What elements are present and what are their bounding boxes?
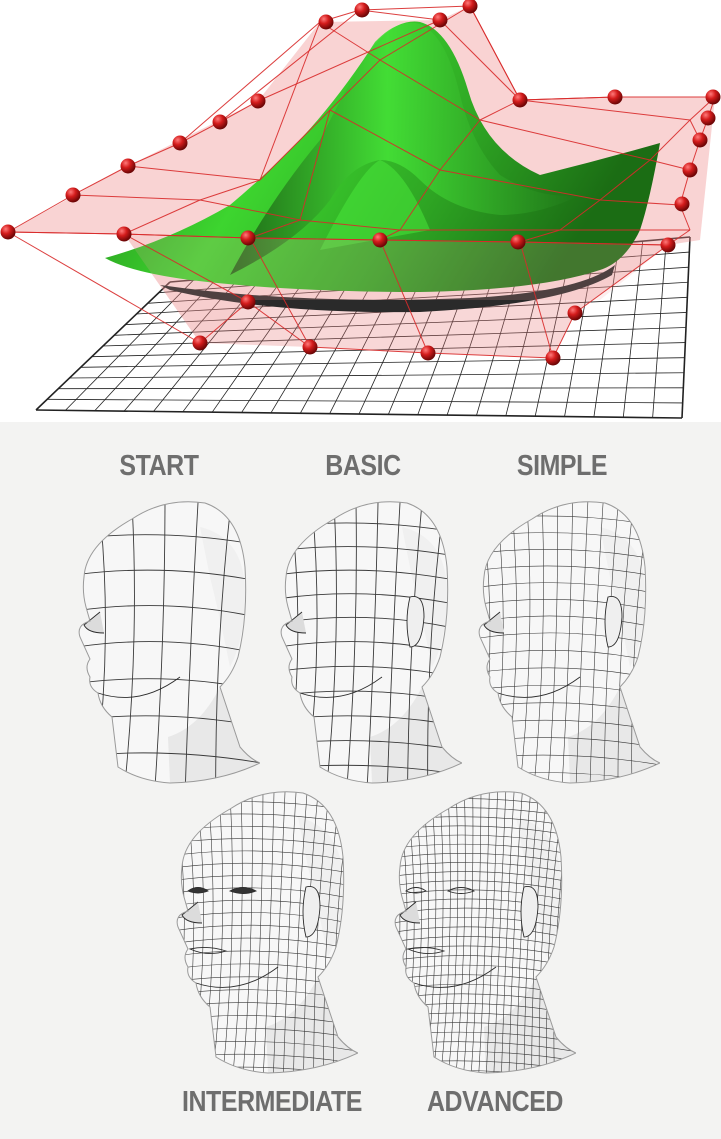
surface-canvas xyxy=(0,0,721,419)
control-point xyxy=(545,350,561,366)
head-intermediate-mesh xyxy=(168,787,358,1077)
control-point xyxy=(607,89,623,105)
label-intermediate: INTERMEDIATE xyxy=(181,1086,363,1118)
control-point xyxy=(302,339,318,355)
control-point xyxy=(116,226,132,242)
control-point xyxy=(212,114,228,130)
control-point xyxy=(660,237,676,253)
control-point xyxy=(510,234,526,250)
head-topology-progression: START BASIC SIMPLE INTERMEDIATE ADVANCED xyxy=(0,422,721,1139)
control-point xyxy=(372,232,388,248)
surface-shadow xyxy=(160,265,615,313)
label-start: START xyxy=(119,450,199,482)
control-points xyxy=(0,0,721,366)
control-net-lines xyxy=(7,5,716,359)
control-point xyxy=(682,162,698,178)
label-advanced: ADVANCED xyxy=(426,1086,564,1118)
control-point xyxy=(705,89,721,105)
control-point xyxy=(700,110,716,126)
control-point xyxy=(0,224,16,240)
control-point xyxy=(432,12,448,28)
control-point xyxy=(120,158,136,174)
surface-peak xyxy=(230,22,580,275)
head-advanced-mesh xyxy=(386,787,576,1077)
head-start-mesh xyxy=(70,497,260,787)
control-point xyxy=(65,187,81,203)
control-point xyxy=(172,135,188,151)
control-point xyxy=(674,196,690,212)
control-point xyxy=(512,92,528,108)
control-point xyxy=(240,230,256,246)
head-basic-mesh xyxy=(272,497,462,787)
control-point xyxy=(420,345,436,361)
nurbs-surface-illustration xyxy=(0,0,721,422)
control-point xyxy=(192,335,208,351)
control-point xyxy=(318,14,334,30)
control-point xyxy=(240,294,256,310)
control-point xyxy=(250,93,266,109)
control-point xyxy=(567,305,583,321)
label-simple: SIMPLE xyxy=(516,450,608,482)
control-point xyxy=(462,0,478,14)
head-simple-mesh xyxy=(470,497,660,787)
label-basic: BASIC xyxy=(325,450,401,482)
control-point xyxy=(692,132,708,148)
control-point xyxy=(354,2,370,18)
